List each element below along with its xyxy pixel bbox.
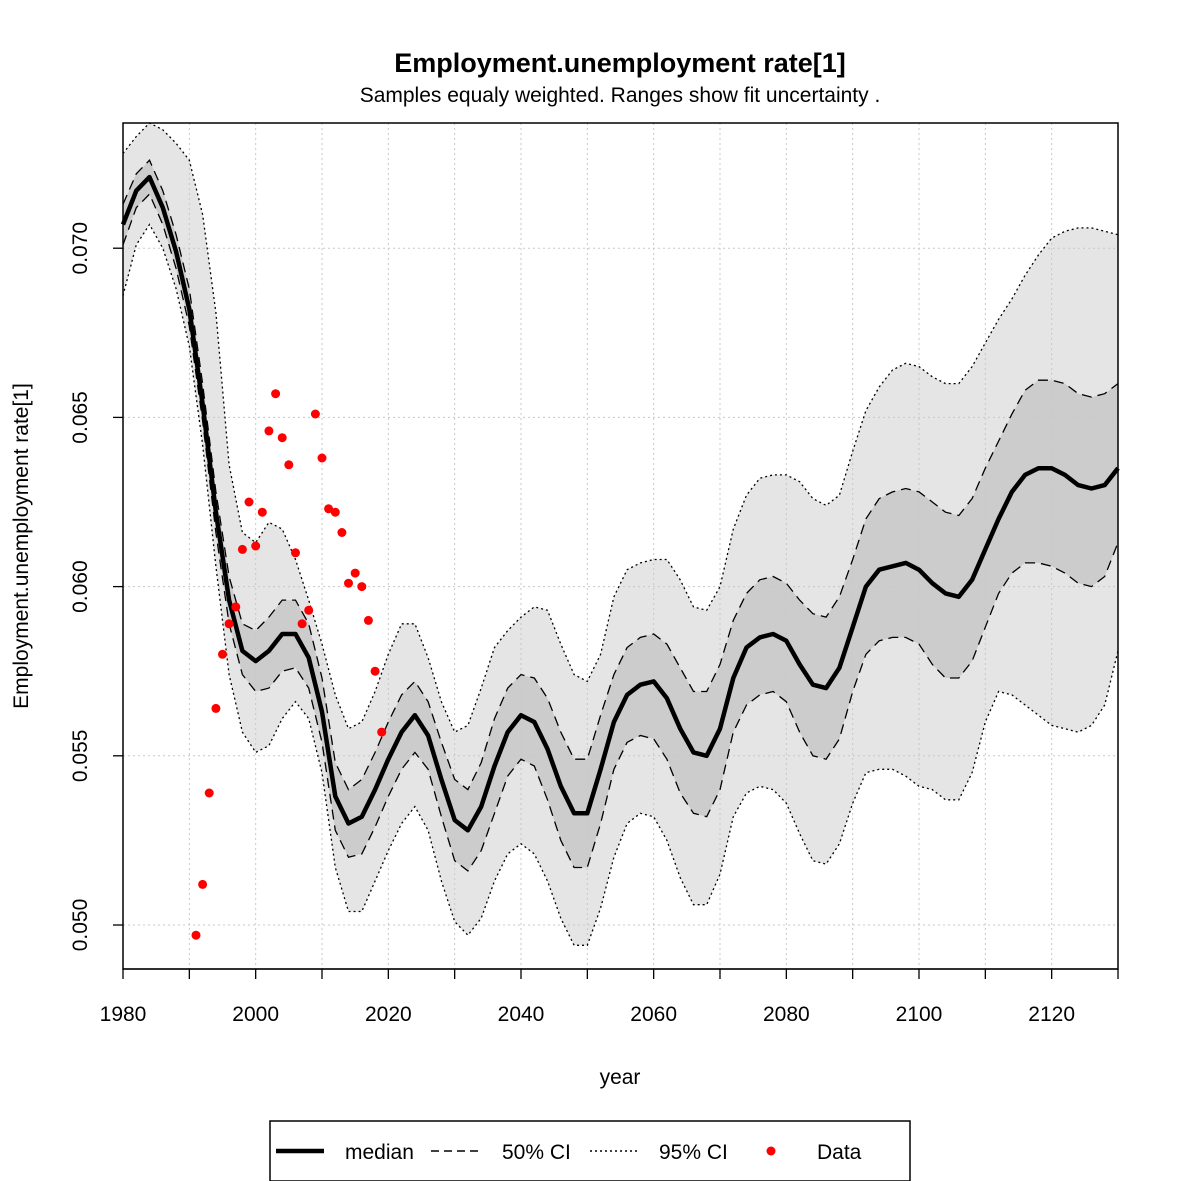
legend-data-swatch (766, 1146, 776, 1156)
x-tick-label: 2040 (498, 1003, 545, 1026)
legend-ci95-label: 95% CI (659, 1141, 728, 1164)
ci95-lower-line (122, 223, 1119, 946)
x-axis-label: year (600, 1066, 641, 1089)
data-point (330, 507, 340, 517)
ci95-band (123, 123, 1118, 946)
ci50-area (123, 160, 1118, 871)
data-point (224, 619, 234, 629)
y-tick-label: 0.065 (69, 391, 92, 444)
x-tick-label: 2060 (630, 1003, 677, 1026)
chart-subtitle: Samples equaly weighted. Ranges show fit… (360, 84, 881, 107)
data-point (297, 619, 307, 629)
data-point (264, 426, 274, 436)
ci50-lower-line (122, 192, 1119, 872)
data-point (244, 497, 254, 507)
y-tick-label: 0.050 (69, 899, 92, 952)
ci95-upper-line (122, 122, 1119, 733)
ci50-band (123, 160, 1118, 871)
data-point (198, 879, 208, 889)
legend-ci50-label: 50% CI (502, 1141, 571, 1164)
y-tick-label: 0.060 (69, 560, 92, 613)
data-point (337, 528, 347, 537)
x-tick-label: 2120 (1028, 1003, 1075, 1026)
data-point (304, 605, 314, 615)
data-point (218, 649, 227, 659)
data-point (357, 582, 367, 592)
data-point (284, 460, 294, 470)
chart-title: Employment.unemployment rate[1] (394, 48, 846, 78)
data-point (211, 703, 221, 713)
data-point (237, 544, 247, 554)
ci95-area (123, 123, 1118, 946)
data-point (204, 788, 214, 798)
legend-median-label: median (345, 1141, 414, 1164)
y-axis: 0.050 0.055 0.060 0.065 0.070 (69, 222, 123, 951)
data-point (291, 548, 300, 558)
x-tick-label: 2080 (763, 1003, 810, 1026)
grid (122, 123, 1119, 969)
data-point (257, 507, 267, 517)
x-tick-label: 2000 (232, 1003, 279, 1026)
data-point (310, 409, 320, 419)
data-point (377, 727, 387, 737)
x-tick-label: 2100 (896, 1003, 943, 1026)
data-point (251, 541, 261, 551)
data-point (324, 504, 334, 514)
legend: median 50% CI 95% CI Data (269, 1120, 911, 1181)
data-point (231, 602, 241, 612)
data-points (191, 389, 387, 940)
legend-data-label: Data (817, 1141, 862, 1164)
ci50-upper-line (122, 159, 1119, 791)
data-point (191, 930, 201, 940)
data-point (363, 615, 373, 625)
median-line (120, 174, 1120, 833)
data-point (350, 568, 360, 578)
data-point (277, 433, 287, 443)
data-point (344, 578, 353, 588)
y-tick-label: 0.055 (69, 730, 92, 783)
x-tick-label: 1980 (100, 1003, 147, 1026)
series-lines (120, 122, 1120, 946)
data-point (370, 666, 380, 676)
x-tick-label: 2020 (365, 1003, 412, 1026)
x-axis: 1980 2000 2020 2040 2060 2080 2100 2120 (100, 968, 1119, 1026)
y-tick-label: 0.070 (69, 222, 92, 275)
data-point (271, 389, 281, 399)
y-axis-label: Employment.unemployment rate[1] (10, 383, 33, 709)
data-point (317, 453, 327, 463)
